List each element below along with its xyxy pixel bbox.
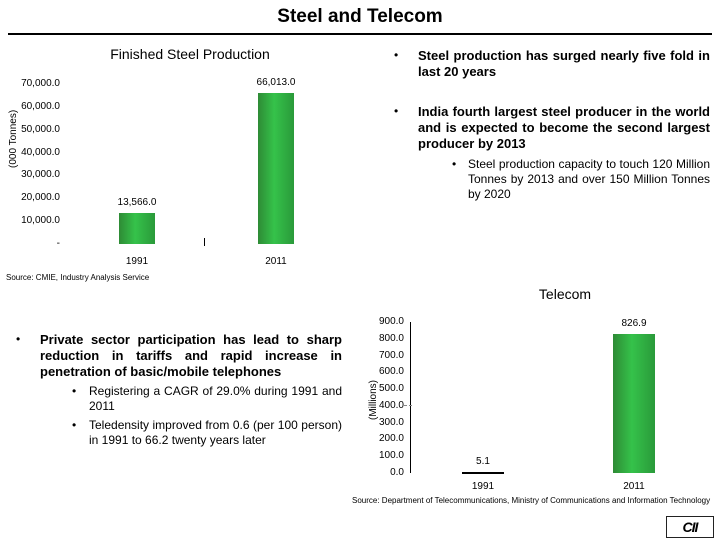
steel-ytick-label: - (56, 238, 60, 249)
steel-bar (258, 93, 294, 244)
bullet-icon: • (394, 48, 399, 62)
steel-data-label: 13,566.0 (117, 196, 157, 208)
cii-logo: CII (666, 516, 714, 538)
steel-ytick-label: 10,000.0 (21, 215, 60, 227)
telecom-sub-bullet-1: Registering a CAGR of 29.0% during 1991 … (89, 384, 342, 413)
telecom-chart-source: Source: Department of Telecommunications… (352, 496, 711, 505)
telecom-data-label: 5.1 (476, 456, 490, 468)
telecom-sub-bullet-2: Teledensity improved from 0.6 (per 100 p… (89, 418, 342, 447)
telecom-ytick-label: 900.0 (378, 316, 404, 327)
steel-x-tick-label: 2011 (265, 256, 287, 267)
steel-ytick-label: 20,000.0 (21, 192, 60, 204)
steel-data-label: 66,013.0 (256, 77, 296, 89)
bullet-icon: • (72, 384, 77, 398)
telecom-ytick-label: 0.0 (390, 467, 404, 478)
telecom-bar-baseline (462, 472, 504, 474)
telecom-y-axis (410, 322, 411, 473)
telecom-ytick-label: 800.0 (378, 332, 404, 344)
telecom-bar (613, 334, 655, 473)
page-title: Steel and Telecom (277, 6, 443, 27)
telecom-x-tick-label: 1991 (471, 481, 495, 492)
bullet-icon: • (16, 332, 21, 346)
telecom-ytick-label: 600.0 (378, 366, 404, 378)
cii-logo-text: CII (682, 519, 699, 535)
steel-ytick-label: 30,000.0 (21, 169, 60, 181)
steel-ytick-label: 60,000.0 (21, 100, 60, 112)
telecom-reference-line (404, 405, 412, 406)
steel-bullet-1: Steel production has surged nearly five … (418, 48, 710, 79)
steel-bullet-2: India fourth largest steel producer in t… (418, 104, 710, 151)
telecom-ytick-label: 300.0 (378, 416, 404, 428)
steel-sub-bullet: Steel production capacity to touch 120 M… (468, 157, 710, 201)
telecom-ytick-label: 700.0 (378, 349, 404, 361)
steel-chart-ylabel: (000 Tonnes) (8, 109, 19, 168)
telecom-ytick-label: 100.0 (378, 450, 404, 462)
telecom-chart-title: Telecom (538, 286, 592, 302)
telecom-ytick-label: 200.0 (378, 433, 404, 445)
bullet-icon: • (394, 104, 399, 118)
steel-chart-title: Finished Steel Production (110, 46, 270, 62)
telecom-bullet-1: Private sector participation has lead to… (40, 332, 342, 379)
steel-ytick-label: 70,000.0 (21, 78, 60, 89)
telecom-ytick-label: 500.0 (378, 383, 404, 395)
steel-ytick-label: 50,000.0 (21, 123, 60, 135)
telecom-ytick-label: 400.0 (378, 399, 404, 411)
telecom-data-label: 826.9 (621, 318, 647, 330)
bullet-icon: • (72, 418, 77, 432)
steel-ytick-label: 40,000.0 (21, 146, 60, 158)
bullet-icon: • (452, 157, 457, 171)
steel-bar (119, 212, 155, 244)
telecom-x-tick-label: 2011 (623, 481, 645, 492)
steel-chart-source: Source: CMIE, Industry Analysis Service (6, 273, 150, 282)
steel-x-tick-label: 1991 (125, 256, 149, 267)
steel-chart-tick-mark (204, 238, 205, 246)
title-divider (8, 33, 712, 35)
